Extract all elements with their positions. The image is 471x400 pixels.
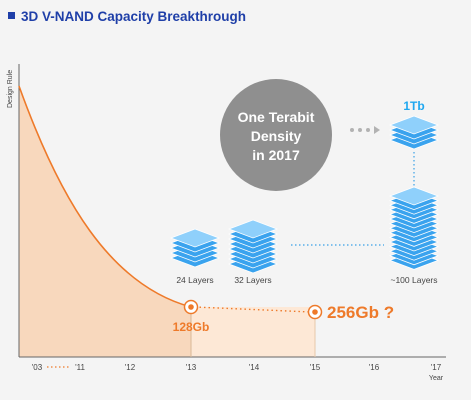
x-tick-11: '11	[75, 363, 85, 372]
chart-title: 3D V-NAND Capacity Breakthrough	[21, 9, 247, 24]
y-axis-label: Design Rule	[7, 70, 14, 108]
gray-arrow-icon	[374, 126, 380, 134]
terabit-bubble-text: One Terabit Density in 2017	[238, 109, 315, 163]
x-tick-13: '13	[186, 363, 197, 372]
gray-dot	[350, 128, 354, 132]
x-tick-12: '12	[125, 363, 136, 372]
label-100-layers: ~100 Layers	[390, 275, 437, 285]
gray-dot	[366, 128, 370, 132]
x-axis-label: Year	[429, 375, 444, 382]
stack-24-layers	[169, 228, 221, 268]
stack-32-layers	[227, 219, 279, 274]
gray-dot	[358, 128, 362, 132]
chart-title-wrap: 3D V-NAND Capacity Breakthrough	[8, 9, 246, 24]
label-24-layers: 24 Layers	[176, 275, 213, 285]
chip-layer	[227, 219, 279, 239]
x-tick-15: '15	[310, 363, 321, 372]
gray-arrow-dots	[350, 126, 380, 134]
design-rule-area-extension	[191, 307, 315, 357]
label-256gb: 256Gb ?	[327, 303, 394, 322]
title-bullet	[8, 12, 15, 19]
point-256gb	[307, 304, 323, 320]
stack-1tb	[388, 115, 440, 150]
x-tick-17: '17	[431, 363, 442, 372]
stack-100-layers	[388, 186, 440, 270]
design-rule-area	[19, 86, 191, 357]
bubble-line-2: Density	[251, 128, 302, 144]
label-128gb: 128Gb	[173, 320, 210, 334]
stack-labels: 24 Layers 32 Layers ~100 Layers	[176, 275, 437, 285]
projection-dots	[194, 306, 312, 313]
point-256gb-dot	[312, 309, 318, 315]
label-32-layers: 32 Layers	[234, 275, 271, 285]
bubble-line-1: One Terabit	[238, 109, 315, 125]
design-rule-curve	[18, 85, 192, 308]
point-128gb-dot	[188, 304, 194, 310]
x-tick-14: '14	[249, 363, 260, 372]
terabit-bubble	[220, 79, 332, 191]
x-tick-03: '03	[32, 363, 43, 372]
x-axis-ticks: '03 '11 '12 '13 '14 '15 '16 '17	[32, 363, 442, 372]
bubble-line-3: in 2017	[252, 147, 300, 163]
chip-layer	[388, 115, 440, 135]
x-tick-16: '16	[369, 363, 380, 372]
point-128gb	[183, 299, 199, 315]
label-1tb: 1Tb	[403, 99, 424, 113]
chip-layer	[388, 186, 440, 206]
chip-layer	[169, 228, 221, 248]
